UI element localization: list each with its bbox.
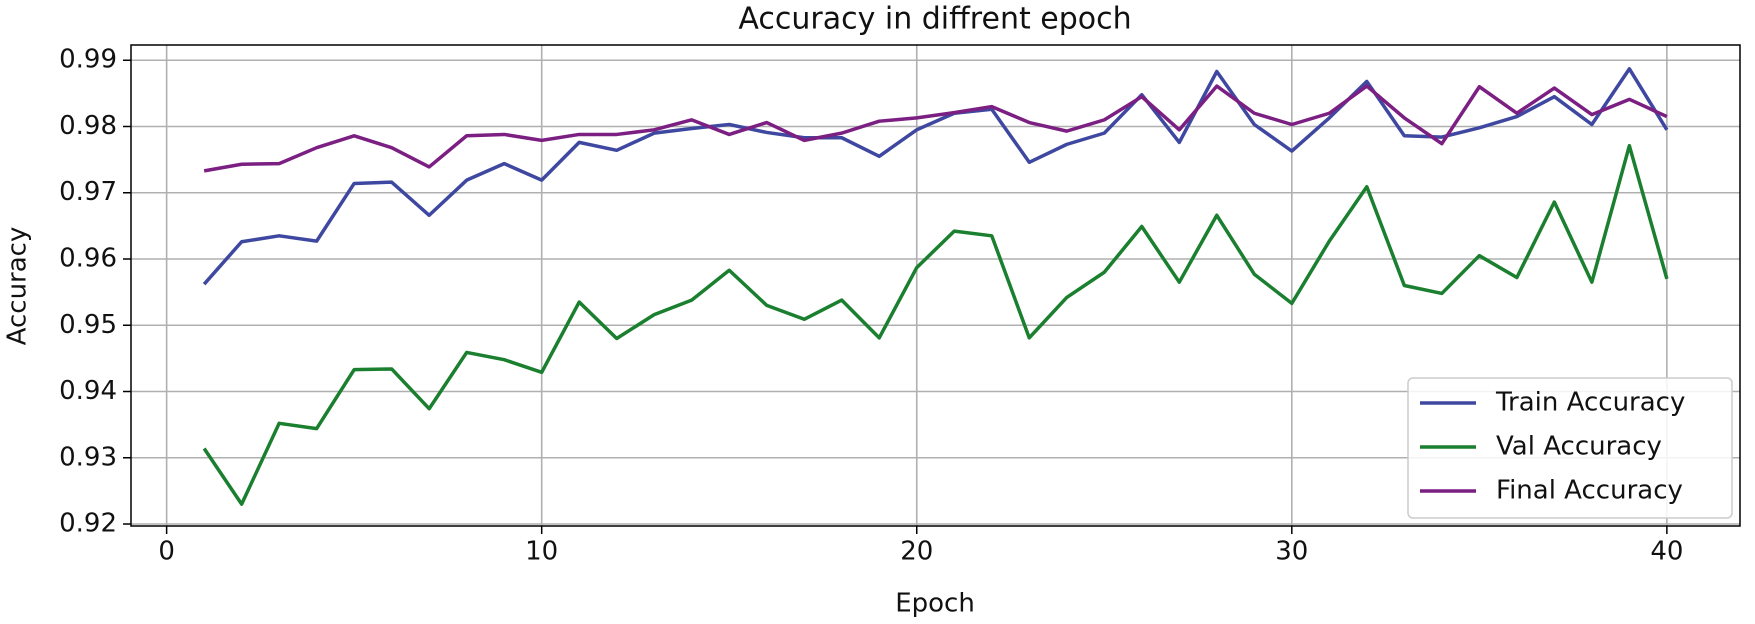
- legend-box: [1407, 377, 1733, 519]
- chart-title: Accuracy in diffrent epoch: [738, 2, 1131, 37]
- line-series: [202, 67, 1669, 286]
- x-tick-label: 10: [525, 537, 558, 567]
- y-axis-label: Accuracy: [3, 227, 33, 346]
- line-series: [202, 143, 1669, 506]
- x-tick-label: 30: [1275, 537, 1308, 567]
- plot-frame: [130, 44, 1741, 527]
- y-tick-label: 0.96: [59, 243, 117, 273]
- legend-label: Train Accuracy: [1495, 388, 1685, 418]
- y-tick-label: 0.97: [59, 177, 117, 207]
- legend-label: Val Accuracy: [1496, 432, 1662, 462]
- y-tick-label: 0.99: [59, 45, 117, 75]
- y-tick-label: 0.93: [59, 442, 117, 472]
- legend-label: Final Accuracy: [1496, 476, 1683, 506]
- line-series: [203, 84, 1668, 173]
- legend: Train Accuracy Val Accuracy Final Accuracy: [1407, 377, 1733, 519]
- x-axis-label: Epoch: [895, 589, 975, 619]
- y-tick-label: 0.94: [59, 376, 117, 406]
- x-tick-label: 0: [158, 537, 175, 567]
- x-tick-label: 20: [900, 537, 933, 567]
- x-tick-label: 40: [1650, 537, 1683, 567]
- y-tick-label: 0.98: [59, 111, 117, 141]
- y-tick-label: 0.92: [59, 509, 117, 539]
- y-tick-label: 0.95: [59, 310, 117, 340]
